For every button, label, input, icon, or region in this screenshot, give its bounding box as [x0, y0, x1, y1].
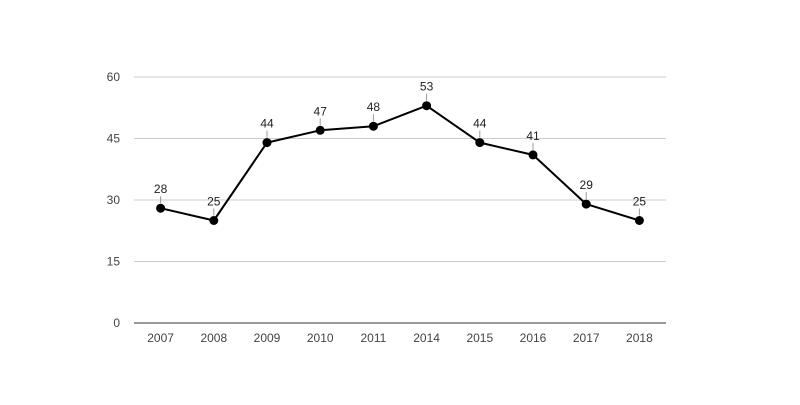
data-label: 44	[260, 117, 274, 131]
data-label: 48	[367, 100, 381, 114]
data-label: 44	[473, 117, 487, 131]
data-point	[315, 125, 325, 135]
data-point	[368, 121, 378, 131]
data-point	[528, 150, 538, 160]
data-point	[475, 138, 485, 148]
data-labels: 28 25 44 47 48 53 44 41 29 25	[154, 80, 646, 209]
data-label: 29	[580, 178, 594, 192]
data-label: 25	[207, 195, 221, 209]
x-tick-label: 2009	[254, 331, 281, 345]
data-point	[209, 216, 219, 225]
data-label: 25	[633, 195, 647, 209]
x-tick-label: 2011	[360, 331, 386, 345]
data-point	[581, 199, 591, 209]
x-tick-label: 2008	[200, 331, 227, 345]
x-tick-label: 2018	[626, 331, 653, 345]
series-line-group	[160, 104, 640, 222]
gridlines	[134, 76, 666, 324]
x-tick-label: 2016	[520, 331, 547, 345]
data-point	[634, 216, 644, 225]
data-points	[156, 101, 644, 225]
y-tick-label: 0	[113, 316, 120, 330]
data-point	[422, 101, 432, 111]
x-tick-label: 2014	[413, 331, 440, 345]
x-axis-tick-labels: 2007 2008 2009 2010 2011 2014 2015 2016 2017 2018	[147, 331, 653, 345]
y-tick-label: 15	[107, 255, 121, 269]
data-label: 53	[420, 80, 434, 94]
x-tick-label: 2010	[307, 331, 334, 345]
data-label: 47	[314, 104, 328, 118]
y-tick-label: 60	[107, 70, 121, 84]
data-label: 28	[154, 182, 168, 196]
x-tick-label: 2017	[573, 331, 600, 345]
data-label: 41	[526, 129, 540, 143]
y-tick-label: 30	[107, 193, 121, 207]
series-line	[160, 104, 640, 222]
data-label-leaders	[160, 93, 640, 216]
x-tick-label: 2007	[147, 331, 174, 345]
x-tick-label: 2015	[466, 331, 493, 345]
y-axis-tick-labels: 0 15 30 45 60	[107, 70, 121, 330]
data-point	[156, 203, 166, 213]
data-point	[262, 138, 272, 148]
y-tick-label: 45	[107, 132, 121, 146]
